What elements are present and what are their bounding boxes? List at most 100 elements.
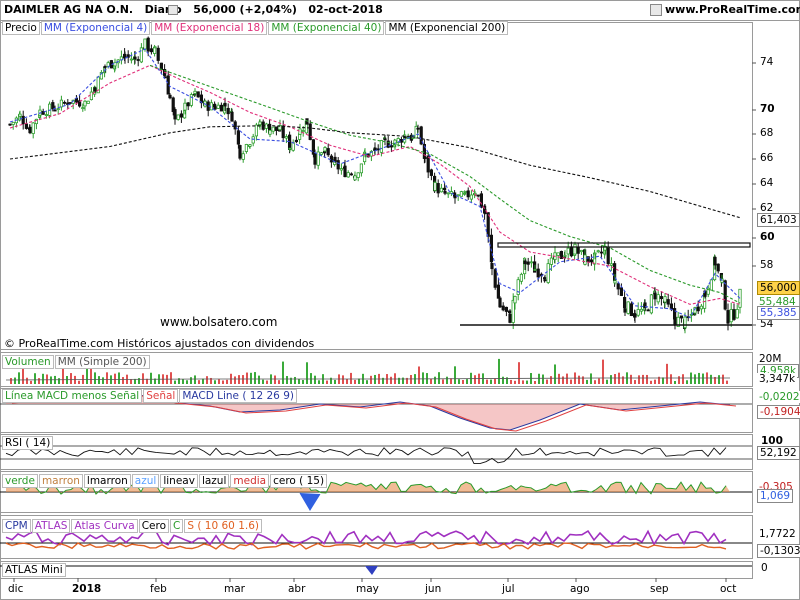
candle-body-129 [339,168,344,171]
volume-bar [422,372,424,384]
candle-body-9 [31,122,35,134]
candle-body-56 [156,47,160,61]
candle-body-149 [389,145,394,148]
legend-verde[interactable]: verde [2,474,38,488]
price-legend: Precio MM (Exponencial 4) MM (Exponencial … [2,21,509,35]
volume-bar [310,373,312,384]
candle-body-249 [639,308,644,312]
candle-body-175 [453,196,457,199]
candle-body-133 [349,173,354,176]
legend-volume-sma[interactable]: MM (Simple 200) [54,355,150,369]
candle-body-88 [236,130,240,145]
legend-macd-hist[interactable]: Línea MACD menos Señal [2,389,143,403]
candle-body-164 [426,155,430,173]
candle-body-286 [732,309,736,320]
candle-body-72 [196,91,200,98]
volume-bar [326,380,328,384]
volume-bar [214,380,216,384]
candle-body-235 [603,245,607,251]
macd-label-2: -0,1904 [757,405,800,419]
legend-ema18[interactable]: MM (Exponencial 18) [151,21,268,35]
price-tick-70: 70 [760,103,775,115]
legend-atlas-curva[interactable]: Atlas Curva [71,519,138,533]
candle-body-224 [576,246,580,254]
legend-marron[interactable]: marron [38,474,83,488]
legend-atlas-mini[interactable]: ATLAS Mini [2,563,66,577]
cpm-label-2: -0,1303 [757,544,800,558]
candle-body-44 [126,54,130,58]
volume-bar [466,379,468,384]
legend-azul[interactable]: azul [131,474,160,488]
volume-bar [646,374,648,384]
legend-macd-line[interactable]: MACD Line ( 12 26 9) [179,389,297,403]
legend-cero[interactable]: cero ( 15) [270,474,328,488]
candle-body-109 [288,147,292,150]
candle-body-68 [186,102,190,107]
volume-bar [318,380,320,384]
volume-bar [346,379,348,384]
volume-bar [306,362,308,384]
price-tick-74: 74 [760,56,774,68]
legend-s[interactable]: S ( 10 60 1.6) [184,519,262,533]
volume-bar [418,366,420,384]
legend-cpm[interactable]: CPM [2,519,31,533]
volume-bar [622,376,624,384]
volume-bar [550,376,552,384]
legend-media[interactable]: media [230,474,270,488]
volume-bar [522,380,524,384]
volume-bar [238,375,240,384]
candle-body-265 [679,315,684,319]
volume-bar [254,372,256,384]
legend-precio[interactable]: Precio [2,21,40,35]
legend-ema200[interactable]: MM (Exponencial 200) [385,21,509,35]
legend-lazul[interactable]: lazul [198,474,230,488]
legend-ema4[interactable]: MM (Exponencial 4) [40,21,151,35]
label-last-price: 56,000 [757,281,800,295]
volume-bar [698,372,700,384]
legend-rsi[interactable]: RSI ( 14) [2,436,54,450]
candle-body-135 [353,175,357,181]
legend-lmarron[interactable]: lmarron [83,474,131,488]
volume-bar [590,373,592,384]
legend-atlas[interactable]: ATLAS [31,519,71,533]
volume-bar [554,364,556,384]
volume-bar [358,378,360,384]
x-tick-dic: dic [8,583,24,595]
candle-body-93 [248,144,252,147]
legend-lineav[interactable]: lineav [160,474,198,488]
legend-cero-cpm[interactable]: Cero [138,519,170,533]
candle-body-151 [393,139,397,146]
candle-body-83 [223,102,227,107]
legend-volumen[interactable]: Volumen [2,355,54,369]
cpm-label-1: 1,7722 [757,528,798,540]
panel4-legend: verde marron lmarron azul lineav lazul media ce… [2,474,328,488]
candle-body-89 [238,145,242,159]
candle-body-54 [152,46,157,54]
macd-label-1: -0,0202 [757,391,800,403]
candle-body-45 [129,58,133,61]
candle-body-244 [626,301,630,314]
volume-bar [210,377,212,384]
legend-c[interactable]: C [170,519,184,533]
volume-bar [22,362,24,384]
candle-body-195 [504,306,509,312]
volume-sma-line [5,377,730,381]
volume-bar [142,373,144,384]
candle-body-180 [466,190,470,198]
candle-body-102 [271,126,275,132]
candle-body-279 [713,257,717,266]
volume-bar [710,374,712,384]
volume-bar [398,377,400,384]
legend-macd-signal[interactable]: Señal [143,389,179,403]
candle-body-152 [396,138,400,144]
volume-bar [46,374,48,384]
candle-body-161 [419,126,423,145]
candle-body-225 [579,249,584,253]
window-minimize-icon[interactable] [650,4,662,16]
candle-body-252 [646,309,650,312]
candle-body-131 [343,165,347,178]
legend-ema40[interactable]: MM (Exponencial 40) [268,21,385,35]
chart-settings-icon[interactable] [168,5,178,15]
candle-body-111 [294,139,299,143]
candle-body-176 [456,194,460,197]
